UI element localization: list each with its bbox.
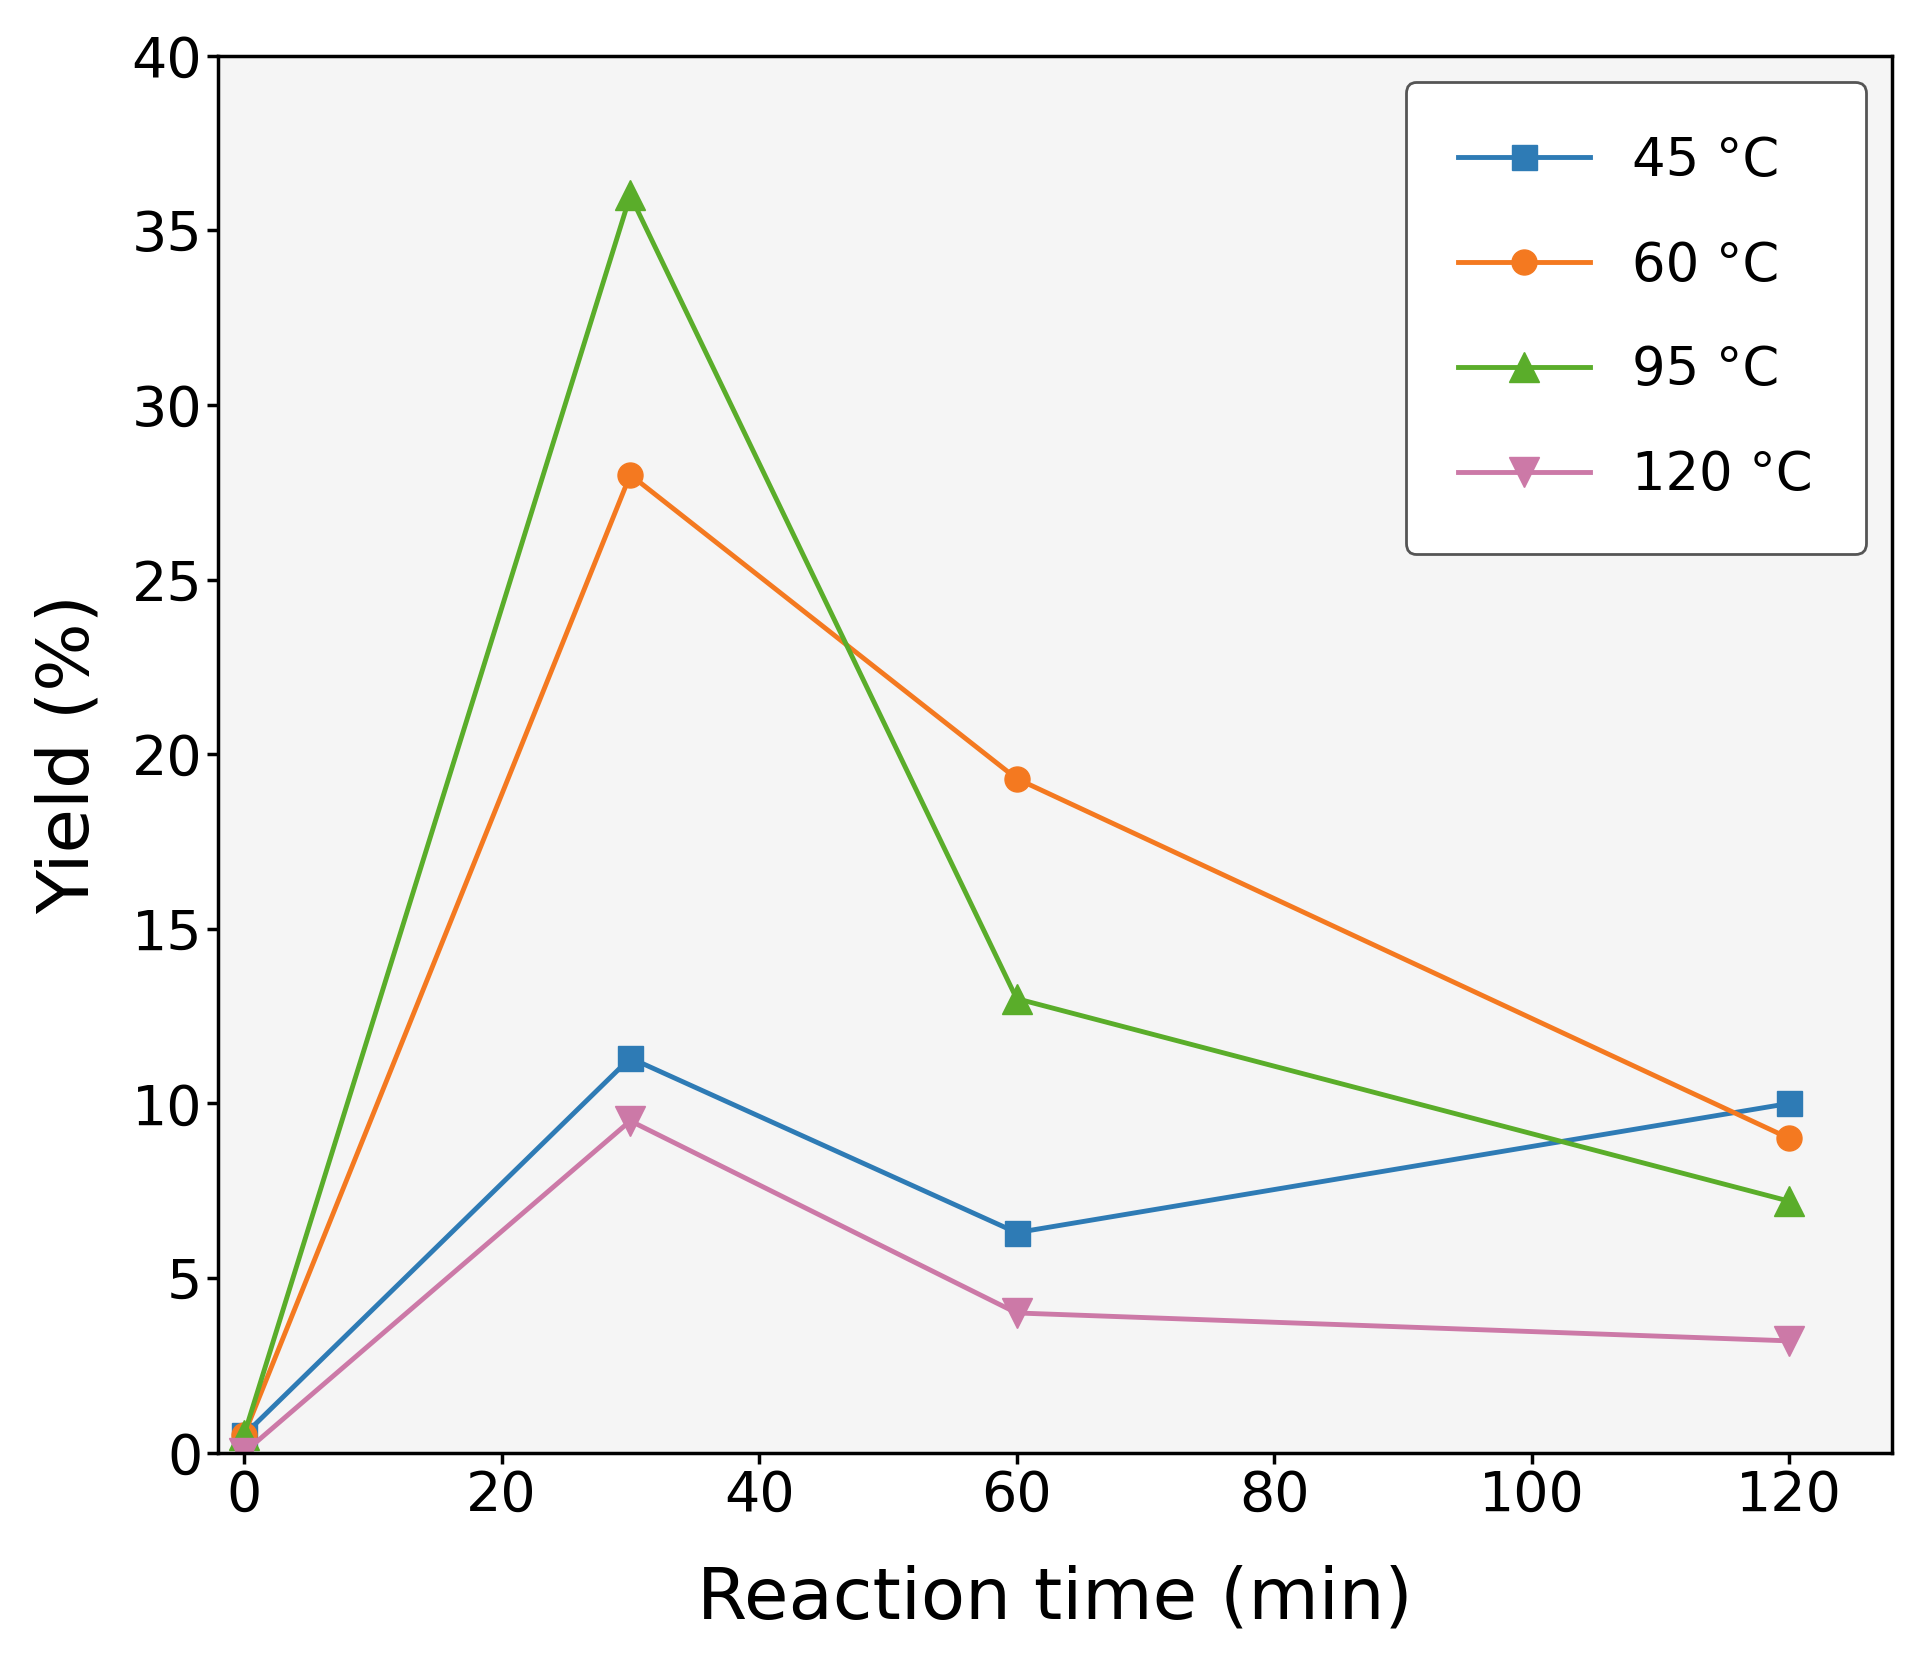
95 °C — [1779, 1191, 1802, 1211]
60 °C — [1006, 769, 1029, 789]
120 °C — [233, 1443, 256, 1463]
95 °C — [619, 185, 642, 205]
Line: 60 °C: 60 °C — [231, 462, 1802, 1448]
95 °C — [233, 1424, 256, 1444]
60 °C — [1779, 1128, 1802, 1148]
Y-axis label: Yield (%): Yield (%) — [35, 594, 104, 914]
Line: 45 °C: 45 °C — [231, 1046, 1802, 1448]
120 °C — [1779, 1331, 1802, 1351]
45 °C — [619, 1048, 642, 1068]
Line: 95 °C: 95 °C — [229, 180, 1804, 1449]
60 °C — [233, 1424, 256, 1444]
X-axis label: Reaction time (min): Reaction time (min) — [698, 1565, 1412, 1633]
45 °C — [1006, 1223, 1029, 1243]
95 °C — [1006, 989, 1029, 1009]
Legend: 45 °C, 60 °C, 95 °C, 120 °C: 45 °C, 60 °C, 95 °C, 120 °C — [1405, 82, 1865, 554]
120 °C — [619, 1111, 642, 1131]
Line: 120 °C: 120 °C — [229, 1106, 1804, 1468]
45 °C — [233, 1424, 256, 1444]
60 °C — [619, 465, 642, 485]
45 °C — [1779, 1094, 1802, 1114]
120 °C — [1006, 1303, 1029, 1323]
